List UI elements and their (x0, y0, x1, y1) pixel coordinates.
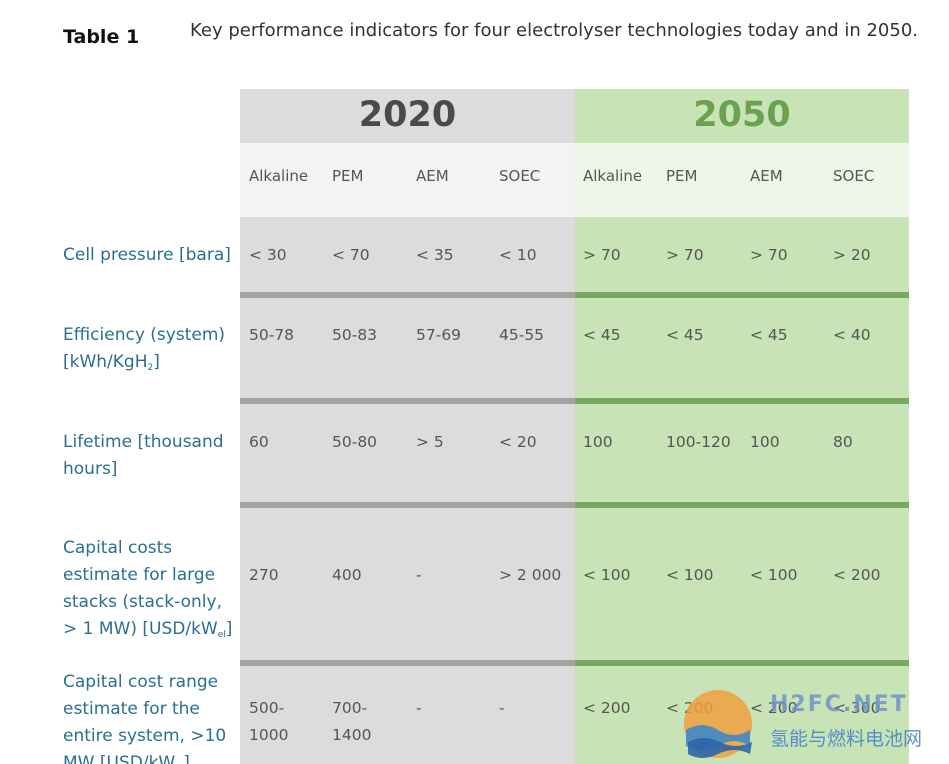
row-separator (240, 292, 575, 298)
table-cell: < 45 (750, 326, 788, 344)
table-cell: 50-78 (249, 326, 295, 344)
table-cell: < 200 (583, 699, 631, 717)
table-cell: - (416, 699, 422, 717)
table-cell: 270 (249, 566, 279, 584)
table-cell: 50-80 (332, 433, 378, 451)
table-cell: < 35 (416, 246, 454, 264)
year-2050-heading: 2050 (693, 95, 791, 135)
table-cell: < 10 (499, 246, 537, 264)
table-cell: < 200 (750, 699, 798, 717)
table-cell: > 2 000 (499, 566, 562, 584)
row-label: Capital costs estimate for large stacks … (63, 538, 233, 640)
table-cell: - (416, 566, 422, 584)
watermark-brand: H2FC.NET (770, 692, 908, 717)
table-cell: < 30 (249, 246, 287, 264)
table-cell: 80 (833, 433, 853, 451)
year-2020-heading: 2020 (358, 95, 457, 135)
watermark-logo-icon (684, 690, 752, 758)
table-label: Table 1 (63, 26, 140, 48)
watermark-subtitle: 氢能与燃料电池网 (770, 728, 923, 750)
column-header: AEM (750, 167, 783, 185)
table-cell: < 300 (833, 699, 881, 717)
column-header: PEM (666, 167, 698, 185)
table-cell: > 70 (750, 246, 788, 264)
table-cell: < 40 (833, 326, 871, 344)
row-separator (575, 660, 909, 666)
table-cell: 100-120 (666, 433, 731, 451)
row-separator (575, 398, 909, 404)
table-cell: < 45 (583, 326, 621, 344)
table-cell: 50-83 (332, 326, 378, 344)
column-header: Alkaline (583, 167, 643, 185)
table-cell: 500- 1000 (249, 699, 289, 744)
table-cell: < 70 (332, 246, 370, 264)
table-caption: Key performance indicators for four elec… (190, 20, 919, 41)
table-cell: 45-55 (499, 326, 545, 344)
table-cell: 60 (249, 433, 269, 451)
column-header: SOEC (499, 167, 541, 185)
table-cell: < 20 (499, 433, 537, 451)
table-cell: > 20 (833, 246, 871, 264)
row-label: Efficiency (system) [kWh/KgH2] (63, 325, 226, 373)
table-cell: 100 (750, 433, 780, 451)
row-label: Lifetime [thousand hours] (63, 432, 224, 479)
row-label: Capital cost range estimate for the enti… (63, 672, 227, 764)
column-header: SOEC (833, 167, 875, 185)
table-cell: < 100 (583, 566, 631, 584)
table-cell: > 70 (583, 246, 621, 264)
table-cell: - (499, 699, 505, 717)
column-header: Alkaline (249, 167, 309, 185)
table-cell: 700- 1400 (332, 699, 372, 744)
row-separator (575, 292, 909, 298)
row-separator (575, 502, 909, 508)
table-cell: > 5 (416, 433, 444, 451)
header-band-2020 (240, 143, 575, 217)
table-cell: < 45 (666, 326, 704, 344)
column-header: PEM (332, 167, 364, 185)
table-cell: < 200 (833, 566, 881, 584)
table-cell: 400 (332, 566, 362, 584)
column-header: AEM (416, 167, 449, 185)
header-band-2050 (575, 143, 909, 217)
row-separator (240, 398, 575, 404)
table-cell: 57-69 (416, 326, 462, 344)
table-cell: 100 (583, 433, 613, 451)
table-cell: < 100 (750, 566, 798, 584)
table-cell: < 100 (666, 566, 714, 584)
table-cell: > 70 (666, 246, 704, 264)
row-separator (240, 502, 575, 508)
row-separator (240, 660, 575, 666)
row-label: Cell pressure [bara] (63, 245, 231, 265)
